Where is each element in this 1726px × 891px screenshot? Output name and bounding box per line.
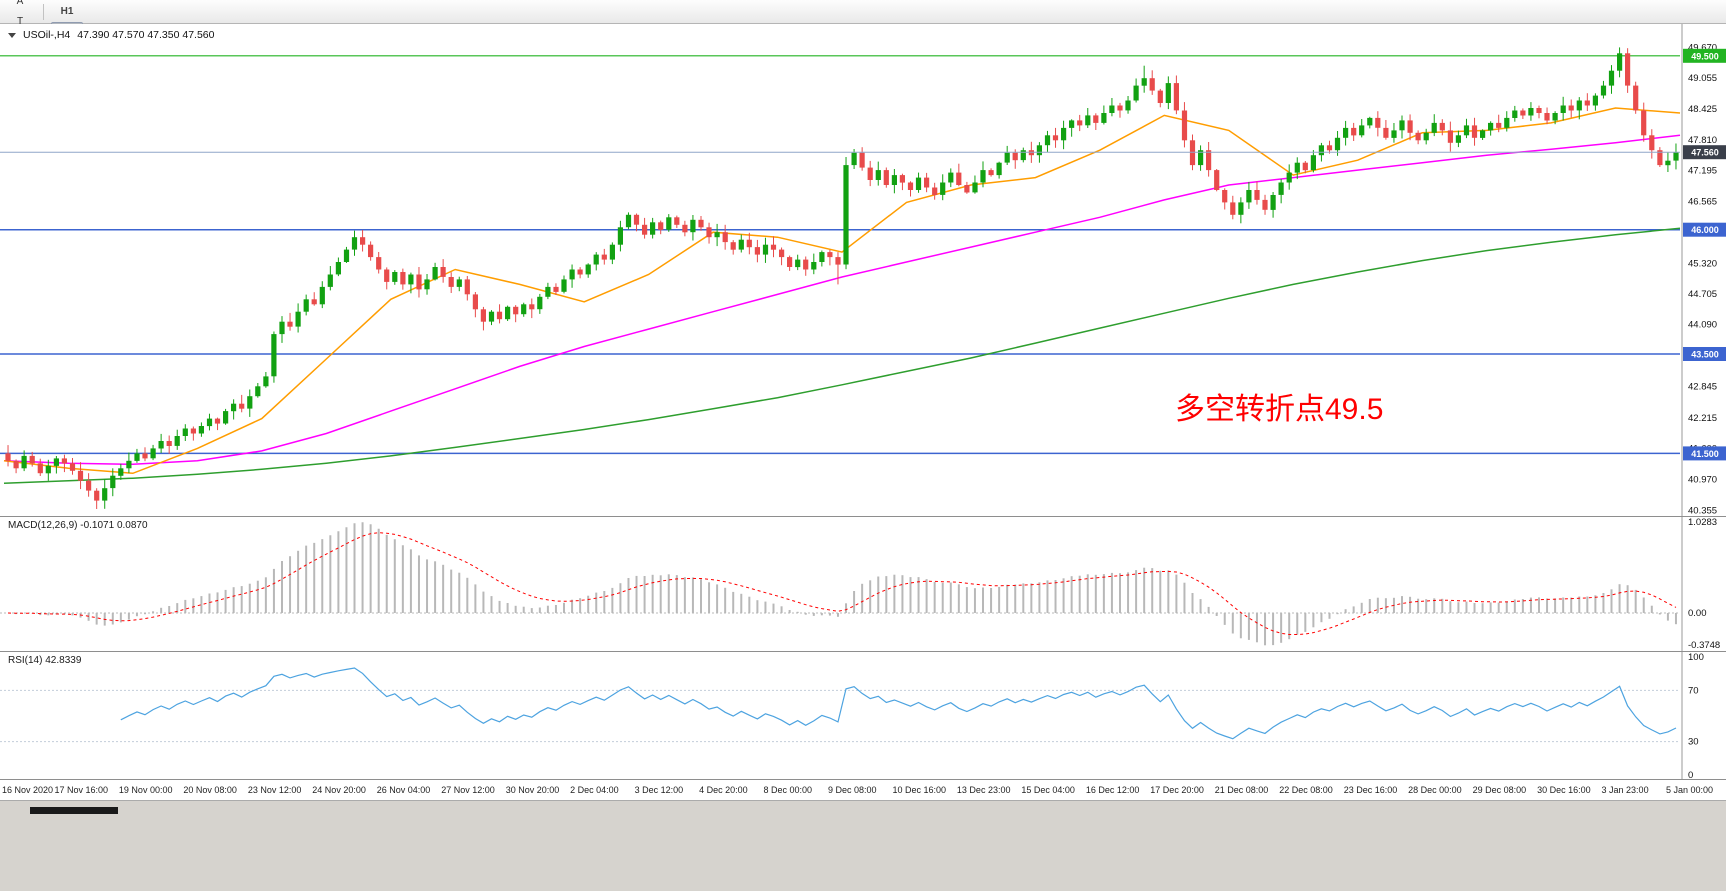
time-axis-label: 8 Dec 00:00 <box>763 785 813 795</box>
ma-fast-line <box>3 107 1681 475</box>
time-axis-label: 27 Nov 12:00 <box>441 785 495 795</box>
chart-menu-icon[interactable] <box>8 32 16 38</box>
annotation-text: 多空转折点49.5 <box>1175 393 1384 426</box>
macd-axis-label: 1.0283 <box>1688 517 1717 528</box>
time-axis-label: 13 Dec 23:00 <box>956 785 1011 795</box>
price-tag: 41.500 <box>1683 446 1726 461</box>
rsi-pane[interactable]: 100 70 30 0 RSI(14) 42.8339 <box>0 651 1726 780</box>
candles-layer <box>5 47 1679 509</box>
rsi-label: RSI(14) 42.8339 <box>8 655 82 666</box>
bottom-area <box>0 800 1726 891</box>
svg-text:41.500: 41.500 <box>1691 449 1719 459</box>
timeframe-button-h1[interactable]: H1 <box>60 6 74 17</box>
main-chart-pane[interactable]: 49.67049.05548.42547.81047.19546.56545.9… <box>0 24 1726 516</box>
time-axis-label: 17 Dec 20:00 <box>1150 785 1204 795</box>
price-tag: 47.560 <box>1683 145 1726 160</box>
price-axis-label: 44.090 <box>1688 320 1717 331</box>
horizontal-scrollbar-thumb[interactable] <box>30 807 118 814</box>
price-axis-label: 44.705 <box>1688 289 1717 300</box>
ma-slow-line <box>3 227 1681 484</box>
price-axis-label: 48.425 <box>1688 104 1717 115</box>
time-axis-label: 30 Dec 16:00 <box>1537 785 1591 795</box>
time-axis-label: 29 Dec 08:00 <box>1472 785 1527 795</box>
toolbar: ▦AT✎▾ M1M5M15M30H1H4D1W1MN <box>0 0 1726 97</box>
time-axis-label: 20 Nov 08:00 <box>183 785 237 795</box>
rsi-axis-label: 30 <box>1688 737 1699 748</box>
rsi-axis-label: 0 <box>1688 770 1693 780</box>
time-axis-label: 22 Dec 08:00 <box>1279 785 1333 795</box>
rsi-line <box>120 667 1677 740</box>
candlestick-chart[interactable]: 49.67049.05548.42547.81047.19546.56545.9… <box>0 24 1726 516</box>
time-axis-label: 30 Nov 20:00 <box>505 785 560 795</box>
price-axis-label: 40.355 <box>1688 505 1717 516</box>
macd-chart[interactable]: 1.0283 0.00 -0.3748 <box>0 517 1726 651</box>
macd-signal-line <box>7 532 1677 635</box>
time-axis-label: 23 Nov 12:00 <box>247 785 302 795</box>
svg-text:47.560: 47.560 <box>1691 148 1719 158</box>
time-axis-label: 9 Dec 08:00 <box>828 785 877 795</box>
price-axis-label: 47.810 <box>1688 135 1717 146</box>
price-axis-label: 49.670 <box>1688 42 1717 53</box>
time-axis-label: 15 Dec 04:00 <box>1021 785 1075 795</box>
price-axis-label: 47.195 <box>1688 165 1717 176</box>
time-axis-label: 2 Dec 04:00 <box>570 785 619 795</box>
svg-text:43.500: 43.500 <box>1691 350 1719 360</box>
price-tag: 43.500 <box>1683 347 1726 361</box>
ohlc-values: 47.390 47.570 47.350 47.560 <box>77 29 215 41</box>
toolbar-separator <box>43 3 44 20</box>
price-axis-label: 42.845 <box>1688 382 1717 393</box>
ma-mid-line <box>3 134 1681 466</box>
price-axis-label: 49.055 <box>1688 73 1717 84</box>
time-axis-label: 4 Dec 20:00 <box>699 785 748 795</box>
time-axis-label: 3 Dec 12:00 <box>634 785 684 795</box>
rsi-axis-label: 70 <box>1688 685 1699 696</box>
macd-pane[interactable]: 1.0283 0.00 -0.3748 MACD(12,26,9) -0.1071 … <box>0 516 1726 651</box>
price-axis-label: 45.320 <box>1688 259 1717 270</box>
time-axis-label: 21 Dec 08:00 <box>1214 785 1269 795</box>
price-axis-label: 46.565 <box>1688 197 1717 208</box>
time-axis-label: 16 Nov 2020 <box>2 785 54 795</box>
macd-axis-label: -0.3748 <box>1688 640 1720 651</box>
text-tool-button[interactable]: T <box>16 16 24 27</box>
macd-axis-label: 0.00 <box>1688 608 1707 619</box>
time-axis-label: 28 Dec 00:00 <box>1408 785 1462 795</box>
time-axis-label: 19 Nov 00:00 <box>118 785 173 795</box>
rsi-axis-label: 100 <box>1688 652 1704 663</box>
time-axis[interactable]: 16 Nov 2020 17 Nov 16:00 19 Nov 00:00 20 No… <box>0 779 1726 801</box>
price-axis-label: 42.215 <box>1688 413 1717 424</box>
price-axis-label: 40.970 <box>1688 475 1717 486</box>
macd-histogram <box>7 522 1677 646</box>
time-axis-label: 3 Jan 23:00 <box>1601 785 1649 795</box>
time-axis-label: 10 Dec 16:00 <box>892 785 946 795</box>
time-axis-label: 24 Nov 20:00 <box>312 785 366 795</box>
macd-label: MACD(12,26,9) -0.1071 0.0870 <box>8 520 148 531</box>
symbol-label: USOil-,H4 <box>23 29 71 41</box>
price-tag: 46.000 <box>1683 222 1726 237</box>
symbol-header: USOil-,H4 47.390 47.570 47.350 47.560 <box>8 29 214 41</box>
rsi-chart[interactable]: 100 70 30 0 <box>0 652 1726 780</box>
svg-text:46.000: 46.000 <box>1691 225 1719 235</box>
time-axis-label: 26 Nov 04:00 <box>376 785 431 795</box>
time-axis-label: 23 Dec 16:00 <box>1343 785 1398 795</box>
time-axis-label: 17 Nov 16:00 <box>54 785 108 795</box>
price-tag: 49.500 <box>1683 48 1726 63</box>
font-a-button[interactable]: A <box>16 0 24 7</box>
time-axis-label: 5 Jan 00:00 <box>1666 785 1714 795</box>
time-axis-label: 16 Dec 12:00 <box>1085 785 1140 795</box>
svg-text:49.500: 49.500 <box>1691 51 1719 61</box>
